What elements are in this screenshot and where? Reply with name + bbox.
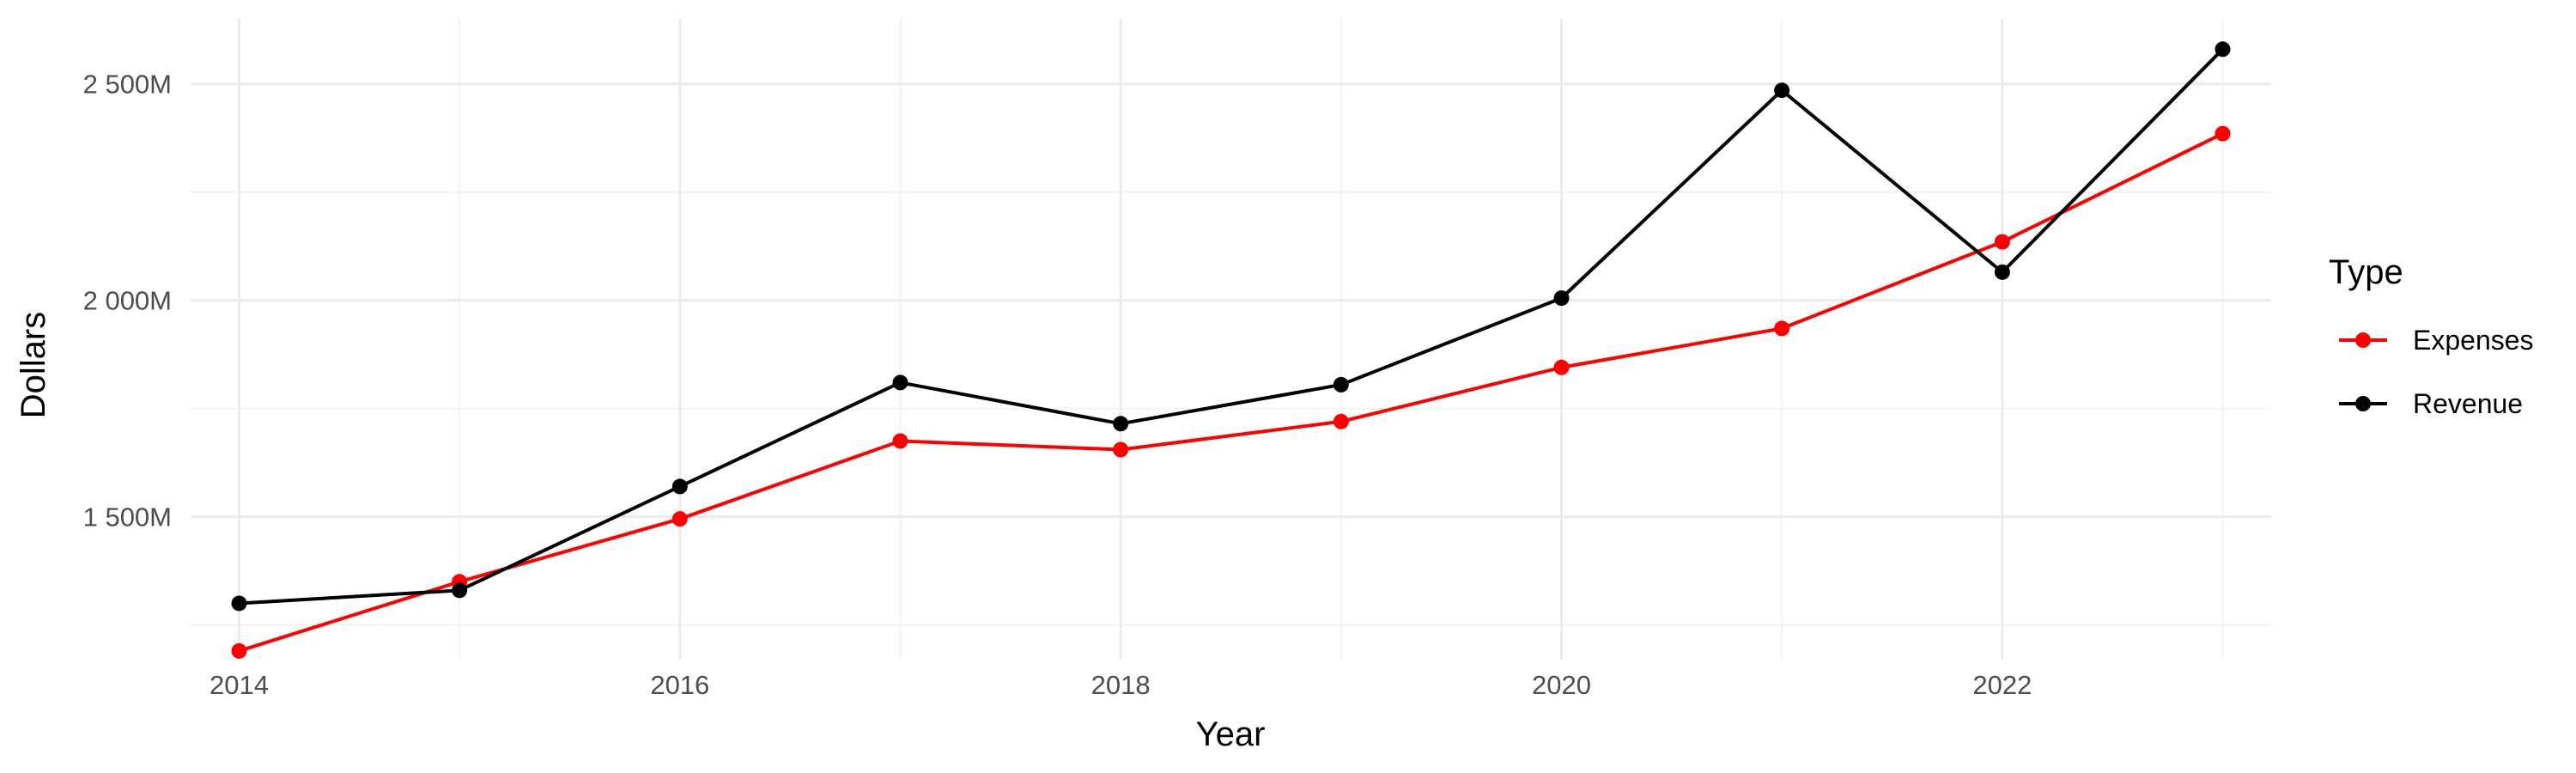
- x-tick-label: 2016: [650, 670, 709, 700]
- grid-lines: [191, 19, 2271, 660]
- data-point-expenses: [231, 642, 247, 659]
- data-point-revenue: [671, 478, 688, 495]
- series-line-revenue: [237, 47, 2225, 606]
- data-point-expenses: [1774, 320, 1790, 337]
- data-point-expenses: [892, 433, 908, 449]
- y-tick-label: 1 500M: [83, 502, 172, 533]
- x-axis-ticks: 2014 2016 2018 2020 2022: [210, 670, 2032, 700]
- x-tick-label: 2020: [1532, 670, 1591, 700]
- data-point-revenue: [452, 582, 468, 599]
- data-point-revenue: [1553, 290, 1570, 307]
- legend-label-expenses: Expenses: [2413, 325, 2534, 356]
- legend-title: Type: [2329, 253, 2403, 291]
- x-tick-label: 2018: [1091, 670, 1151, 700]
- data-point-revenue: [892, 374, 908, 391]
- legend-key-point-expenses: [2355, 332, 2371, 348]
- data-point-expenses: [2215, 125, 2231, 142]
- data-point-expenses: [1333, 413, 1349, 429]
- data-point-expenses: [1553, 359, 1570, 375]
- data-point-expenses: [1994, 234, 2010, 250]
- x-tick-label: 2014: [210, 670, 269, 700]
- data-point-expenses: [671, 511, 688, 527]
- data-point-revenue: [1333, 376, 1349, 393]
- y-axis-title: Dollars: [15, 312, 52, 418]
- y-tick-label: 2 500M: [83, 70, 172, 100]
- data-point-revenue: [1113, 416, 1129, 432]
- data-point-revenue: [1774, 82, 1790, 99]
- legend-key-point-revenue: [2355, 396, 2371, 411]
- series-line-expenses: [237, 131, 2225, 653]
- data-point-revenue: [231, 595, 247, 612]
- data-point-revenue: [2215, 41, 2231, 58]
- data-point-expenses: [1113, 441, 1129, 458]
- series-group: [231, 41, 2231, 659]
- legend-label-revenue: Revenue: [2413, 388, 2523, 419]
- x-tick-label: 2022: [1972, 670, 2032, 700]
- y-tick-label: 2 000M: [83, 286, 172, 316]
- data-point-revenue: [1994, 264, 2010, 280]
- y-axis-ticks: 1 500M 2 000M 2 500M: [83, 70, 172, 533]
- legend: Type Expenses Revenue: [2329, 253, 2534, 419]
- x-axis-title: Year: [1196, 715, 1266, 753]
